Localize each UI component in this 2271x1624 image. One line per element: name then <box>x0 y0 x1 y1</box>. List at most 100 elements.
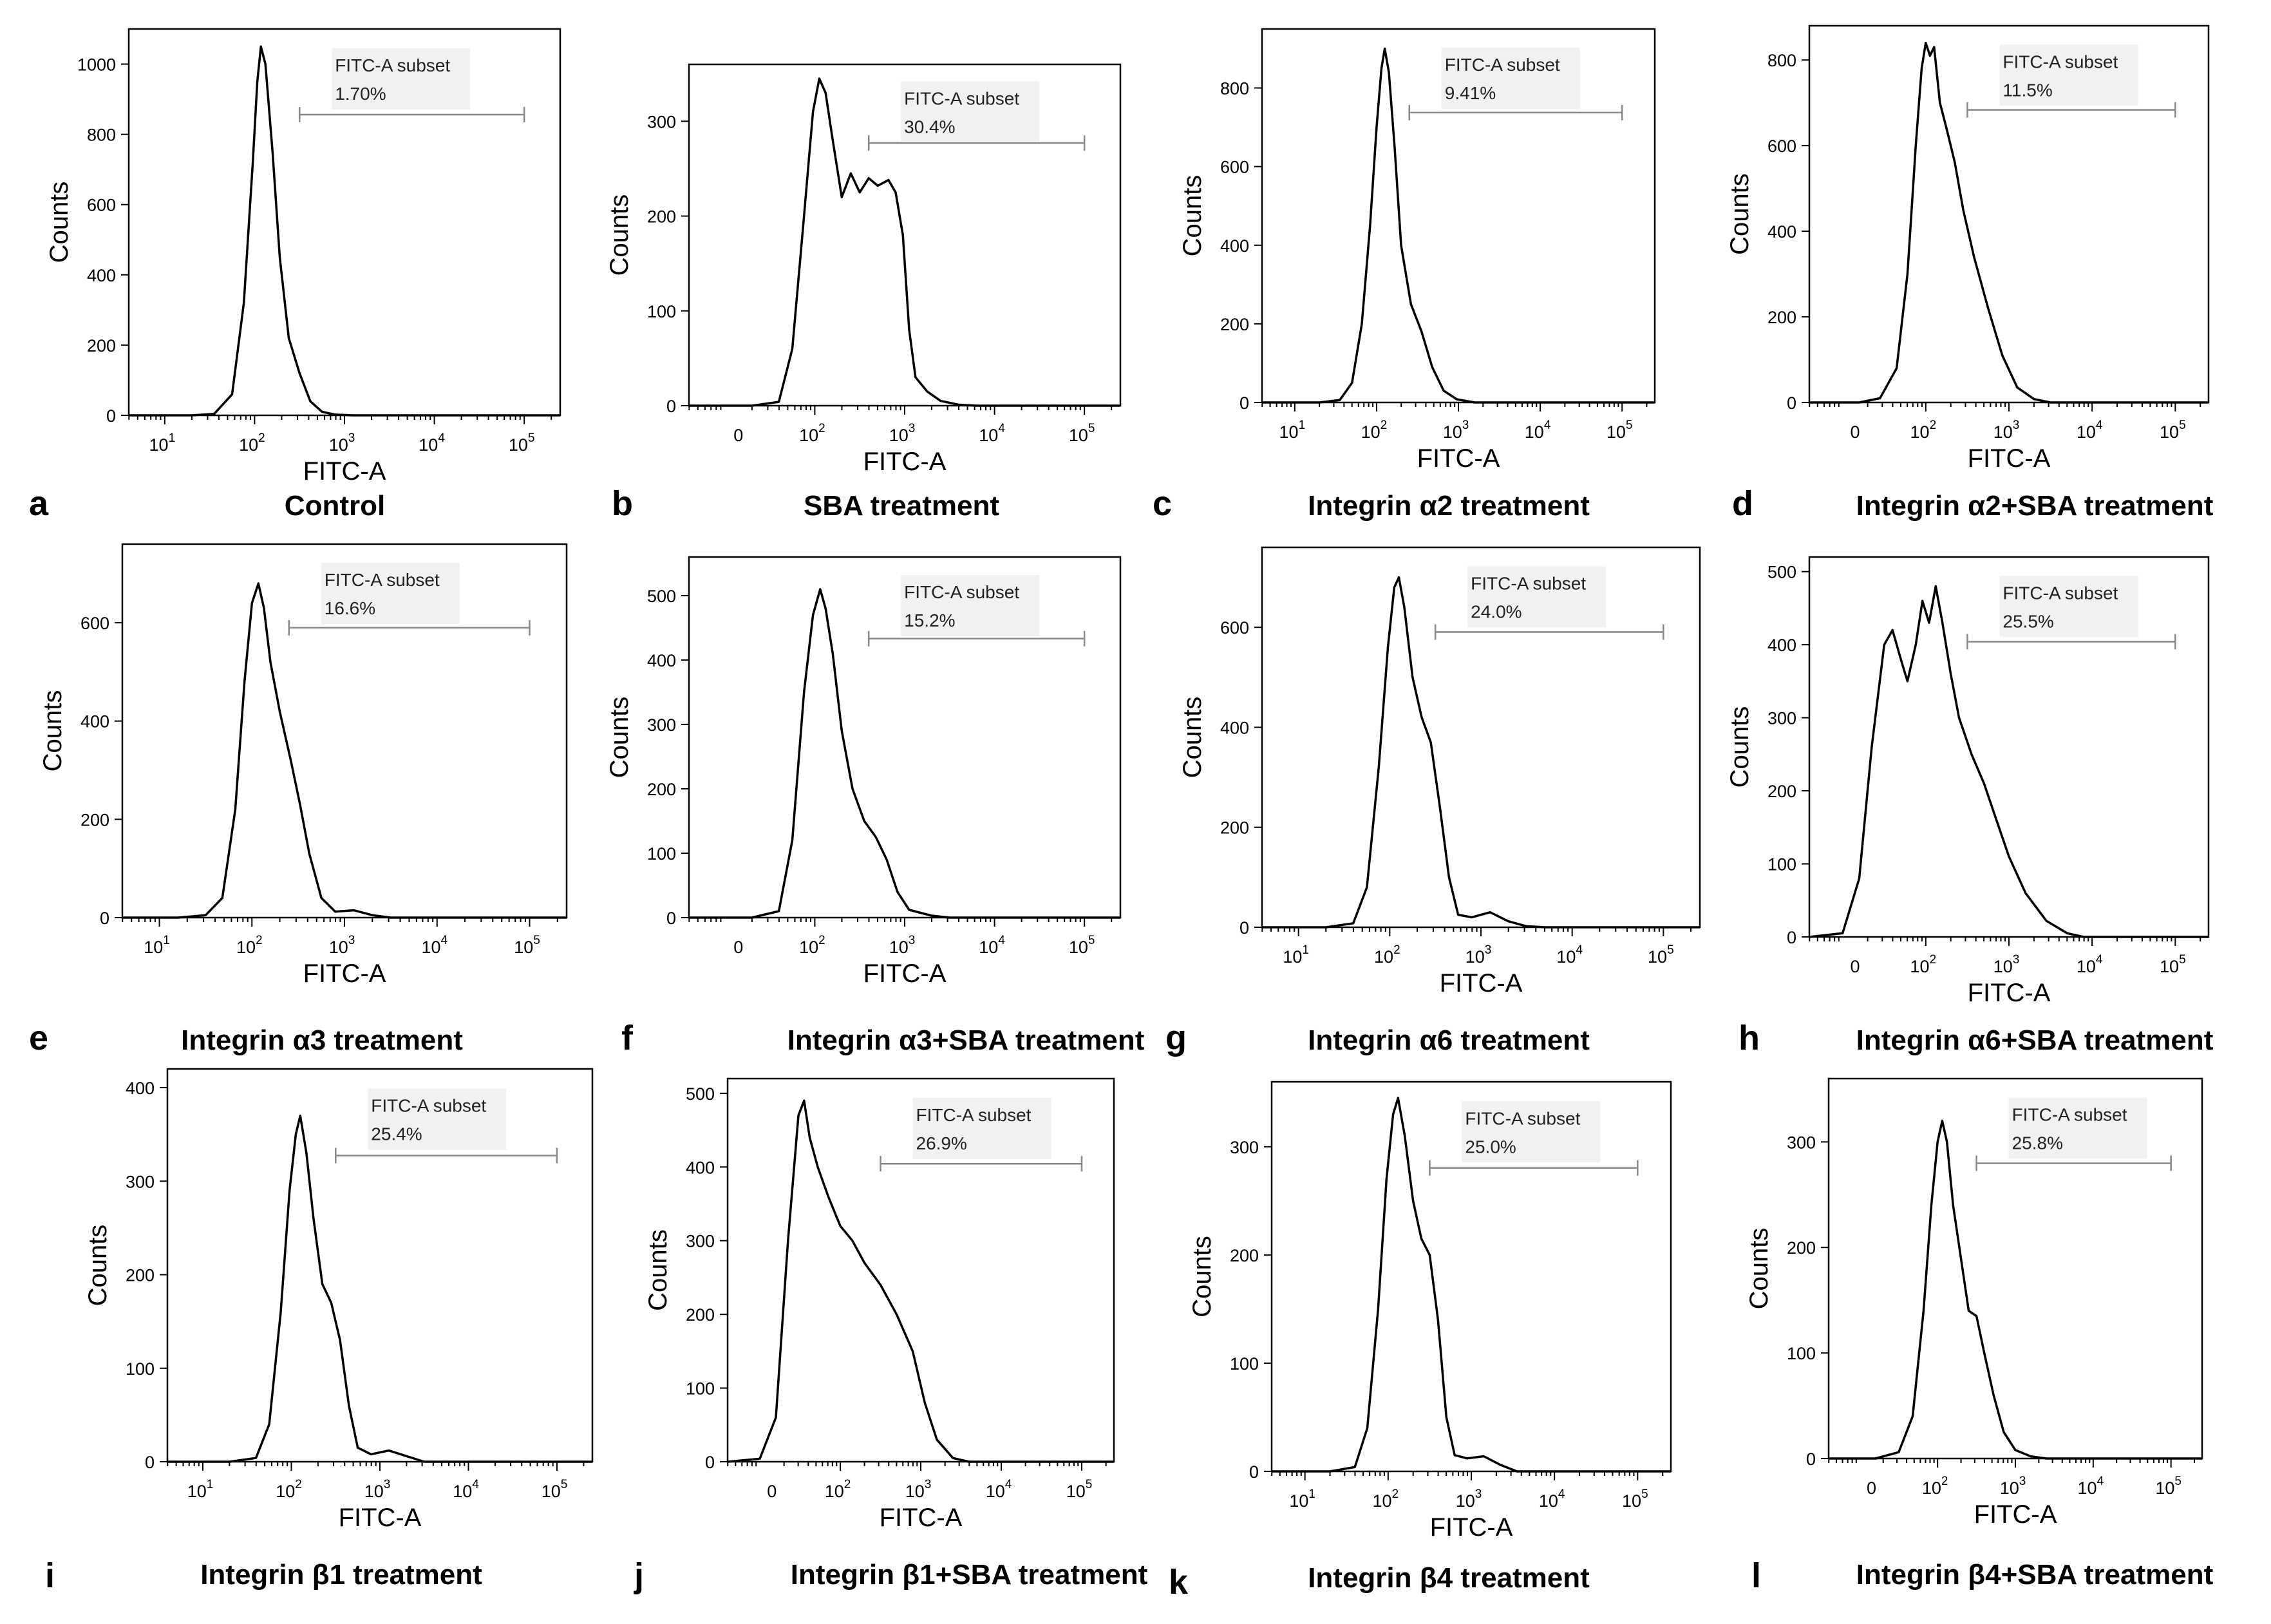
x-axis-label: FITC-A <box>303 959 386 988</box>
gate-title: FITC-A subset <box>904 89 1019 109</box>
x-tick-label-zero: 0 <box>1851 422 1860 442</box>
gate-title: FITC-A subset <box>904 582 1019 602</box>
x-tick-label: 104 <box>2078 1475 2104 1498</box>
histogram-curve <box>689 588 1120 919</box>
x-axis-label: FITC-A <box>880 1504 963 1532</box>
y-tick-label: 200 <box>87 336 116 355</box>
x-axis-label: FITC-A <box>1417 444 1500 473</box>
x-tick-label: 103 <box>889 934 916 957</box>
y-tick-label: 0 <box>1239 918 1249 938</box>
x-tick-label: 105 <box>514 934 540 957</box>
x-tick-label: 102 <box>1910 953 1937 976</box>
x-tick-label: 103 <box>1465 943 1492 967</box>
panel-caption: SBA treatment <box>804 490 999 522</box>
gate-title: FITC-A subset <box>371 1096 486 1116</box>
y-tick-label: 200 <box>1220 818 1249 838</box>
panel-d: 0 200 400 600 800 102 103 104 105 0 FITC-A Counts FI… <box>1726 24 2214 523</box>
panel-f: 0 100 200 300 400 500 102 103 104 105 0 FITC-A Count… <box>605 556 1145 1057</box>
gate-label-background <box>901 575 1040 636</box>
y-tick-label: 600 <box>87 196 116 215</box>
x-tick-label: 102 <box>1910 419 1937 442</box>
y-tick-label: 600 <box>80 614 109 633</box>
y-tick-label: 200 <box>80 810 109 829</box>
gate-percentage: 25.5% <box>2002 612 2053 632</box>
histogram-curve <box>1262 47 1655 404</box>
gate-percentage: 26.9% <box>916 1133 967 1153</box>
histogram-curve <box>1829 1119 2202 1460</box>
y-tick-label: 300 <box>1787 1133 1816 1152</box>
x-tick-label: 103 <box>905 1478 932 1501</box>
y-tick-label: 200 <box>1220 315 1249 334</box>
x-tick-label: 104 <box>2077 953 2103 976</box>
x-tick-label: 105 <box>1069 422 1095 445</box>
histogram-curve <box>1809 585 2209 938</box>
gate-percentage: 9.41% <box>1445 83 1496 103</box>
y-tick-label: 500 <box>686 1084 715 1104</box>
y-tick-label: 400 <box>1767 222 1796 241</box>
gate-percentage: 25.8% <box>2012 1133 2063 1153</box>
panel-i: 0 100 200 300 400 101 102 103 104 105 FITC-A Counts… <box>45 1068 594 1595</box>
y-tick-label: 100 <box>126 1359 155 1379</box>
panel-caption: Integrin α2 treatment <box>1308 490 1590 522</box>
x-tick-label: 104 <box>1556 943 1583 967</box>
y-axis-label: Counts <box>605 194 634 276</box>
gate-percentage: 24.0% <box>1471 602 1522 622</box>
gate-percentage: 15.2% <box>904 610 955 630</box>
panel-caption: Integrin β4 treatment <box>1308 1562 1590 1594</box>
gate-percentage: 30.4% <box>904 117 955 137</box>
y-tick-label: 400 <box>1220 718 1249 737</box>
panel-g: 0 200 400 600 101 102 103 104 105 FITC-A Counts FIT… <box>1165 546 1701 1057</box>
gate-title: FITC-A subset <box>2012 1105 2127 1125</box>
gate-label-background <box>901 81 1040 143</box>
x-tick-label: 103 <box>1443 419 1469 442</box>
x-tick-label: 105 <box>1607 419 1633 442</box>
x-tick-label: 101 <box>1283 943 1309 967</box>
x-tick-label: 105 <box>2155 1475 2181 1498</box>
panel-h: 0 100 200 300 400 500 102 103 104 105 0 FITC-A Count… <box>1726 556 2214 1057</box>
x-tick-label: 102 <box>1373 1487 1399 1511</box>
x-tick-label: 102 <box>799 422 825 445</box>
x-tick-label: 102 <box>825 1478 851 1501</box>
histogram-curve <box>689 77 1120 407</box>
gate-label-background <box>368 1088 507 1150</box>
x-axis-label: FITC-A <box>1430 1513 1513 1542</box>
panel-letter: g <box>1165 1019 1187 1057</box>
panel-letter: i <box>45 1556 55 1595</box>
x-tick-label: 102 <box>239 431 265 455</box>
x-axis-label: FITC-A <box>1974 1500 2057 1529</box>
y-tick-label: 600 <box>1220 158 1249 177</box>
y-tick-label: 400 <box>647 651 676 670</box>
x-axis-label: FITC-A <box>303 457 386 486</box>
y-tick-label: 0 <box>106 406 116 426</box>
x-tick-label-zero: 0 <box>1851 957 1860 976</box>
x-tick-label-zero: 0 <box>733 938 743 957</box>
x-tick-label: 101 <box>1279 419 1306 442</box>
gate-title: FITC-A subset <box>1445 55 1560 75</box>
panel-caption: Integrin α2+SBA treatment <box>1856 490 2214 522</box>
gate-percentage: 25.4% <box>371 1124 422 1144</box>
x-tick-label: 105 <box>1648 943 1674 967</box>
gate-title: FITC-A subset <box>2002 52 2118 71</box>
x-tick-label: 104 <box>421 934 448 957</box>
y-tick-label: 100 <box>686 1379 715 1399</box>
y-axis-label: Counts <box>45 182 73 263</box>
y-axis-label: Counts <box>605 697 634 779</box>
x-tick-label: 103 <box>329 934 355 957</box>
histogram-curve <box>727 1099 1114 1463</box>
panel-letter: e <box>29 1019 48 1057</box>
panel-letter: d <box>1732 484 1753 523</box>
gate-percentage: 25.0% <box>1465 1137 1516 1157</box>
panel-letter: f <box>621 1019 634 1057</box>
gate-percentage: 16.6% <box>325 598 375 618</box>
x-tick-label: 105 <box>1622 1487 1648 1511</box>
gate-title: FITC-A subset <box>335 55 450 75</box>
x-axis-label: FITC-A <box>339 1504 422 1532</box>
x-tick-label: 104 <box>2077 419 2103 442</box>
x-tick-label: 102 <box>1922 1475 1948 1498</box>
y-tick-label: 0 <box>1239 393 1249 413</box>
x-tick-label: 101 <box>149 431 176 455</box>
histogram-curve <box>122 582 567 919</box>
x-tick-label: 101 <box>1289 1487 1315 1511</box>
y-axis-label: Counts <box>1726 173 1754 255</box>
